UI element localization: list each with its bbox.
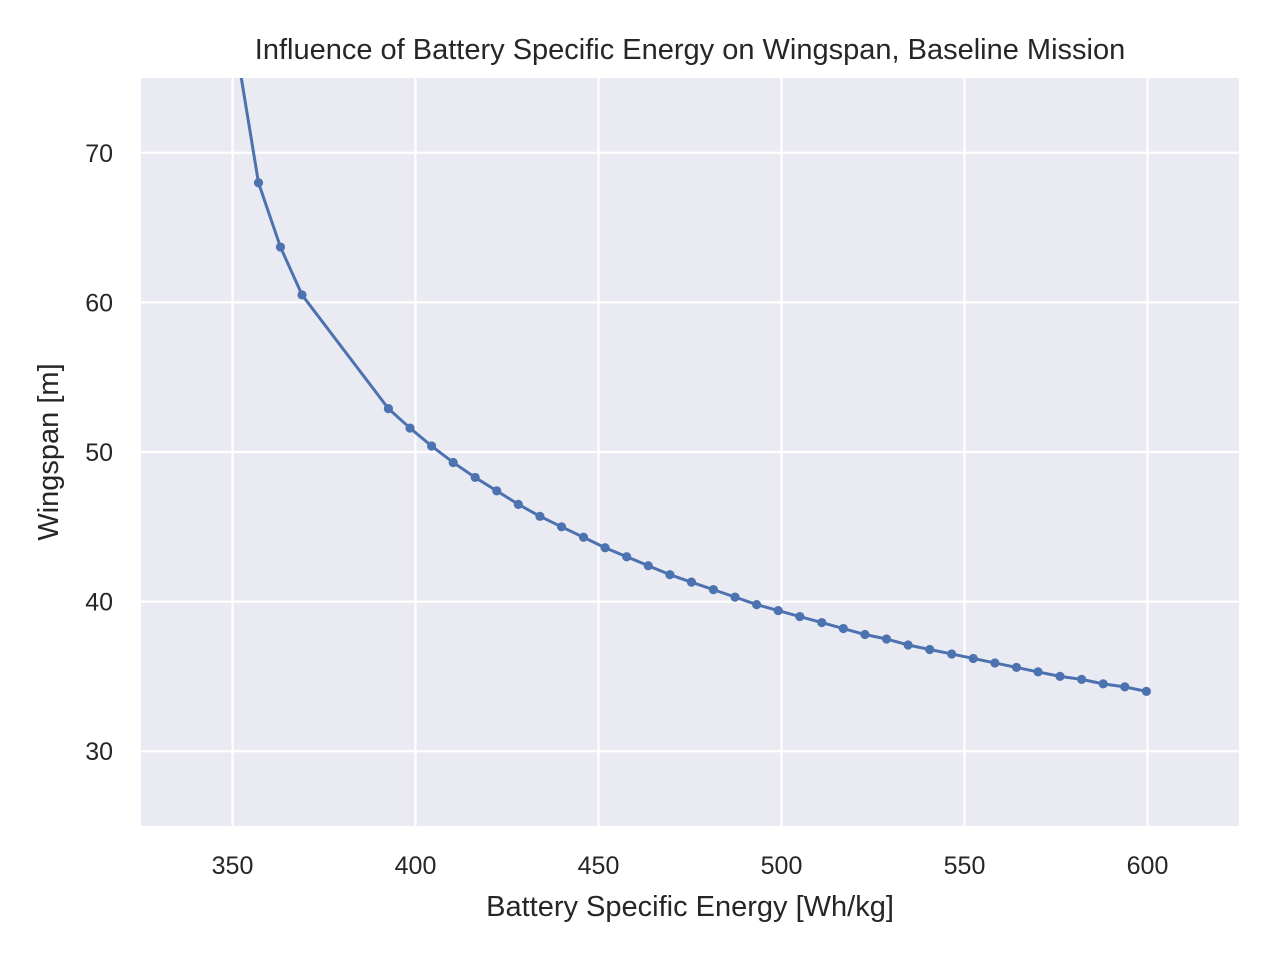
x-tick-label: 550 xyxy=(944,852,986,880)
data-point xyxy=(1098,679,1108,689)
data-point xyxy=(448,457,458,468)
data-point xyxy=(383,404,394,414)
data-point xyxy=(860,629,870,640)
data-point xyxy=(492,486,502,496)
x-tick-label: 600 xyxy=(1127,852,1169,880)
data-point xyxy=(535,511,545,521)
x-tick-label: 350 xyxy=(212,852,254,880)
data-point xyxy=(1055,671,1065,682)
y-tick-label: 70 xyxy=(85,140,113,168)
data-point xyxy=(752,599,762,610)
data-point xyxy=(405,423,415,433)
data-point xyxy=(1141,686,1152,696)
data-point xyxy=(556,522,567,532)
data-point xyxy=(817,617,827,628)
data-point xyxy=(708,585,719,595)
y-tick-label: 30 xyxy=(85,738,113,766)
data-point xyxy=(968,653,978,664)
data-point xyxy=(1011,662,1022,673)
x-tick-label: 400 xyxy=(395,852,437,880)
data-point xyxy=(925,644,935,655)
y-tick-label: 50 xyxy=(85,439,113,467)
data-point xyxy=(643,561,653,571)
data-point xyxy=(947,649,957,659)
data-point xyxy=(838,623,848,634)
data-point xyxy=(1077,674,1087,684)
data-point xyxy=(233,51,242,60)
data-point xyxy=(513,499,523,509)
data-point xyxy=(686,577,697,587)
y-axis-label: Wingspan [m] xyxy=(33,363,65,540)
data-point xyxy=(622,552,632,562)
data-point xyxy=(881,634,892,644)
data-point xyxy=(578,532,589,542)
chart-title: Influence of Battery Specific Energy on … xyxy=(255,34,1125,66)
data-point xyxy=(275,242,286,252)
data-point xyxy=(427,441,437,451)
data-point xyxy=(600,543,610,553)
data-point xyxy=(470,472,480,483)
data-point xyxy=(773,605,783,616)
data-point xyxy=(665,570,675,580)
data-point xyxy=(1033,667,1043,677)
y-tick-label: 60 xyxy=(85,289,113,317)
data-point xyxy=(903,640,913,650)
x-tick-label: 450 xyxy=(578,852,620,880)
y-tick-label: 40 xyxy=(85,589,113,617)
x-axis-label: Battery Specific Energy [Wh/kg] xyxy=(486,891,894,923)
data-point xyxy=(730,592,740,602)
data-point xyxy=(795,611,805,622)
x-tick-label: 500 xyxy=(761,852,803,880)
data-point xyxy=(990,658,1000,668)
series-layer xyxy=(233,51,1152,696)
tick-labels: 350 400 450 500 550 600 30 40 50 60 70 xyxy=(85,140,1168,880)
data-point xyxy=(253,178,264,188)
series-line xyxy=(239,78,1148,693)
grid xyxy=(141,78,1239,826)
data-point xyxy=(1120,682,1130,692)
data-point xyxy=(297,290,307,300)
